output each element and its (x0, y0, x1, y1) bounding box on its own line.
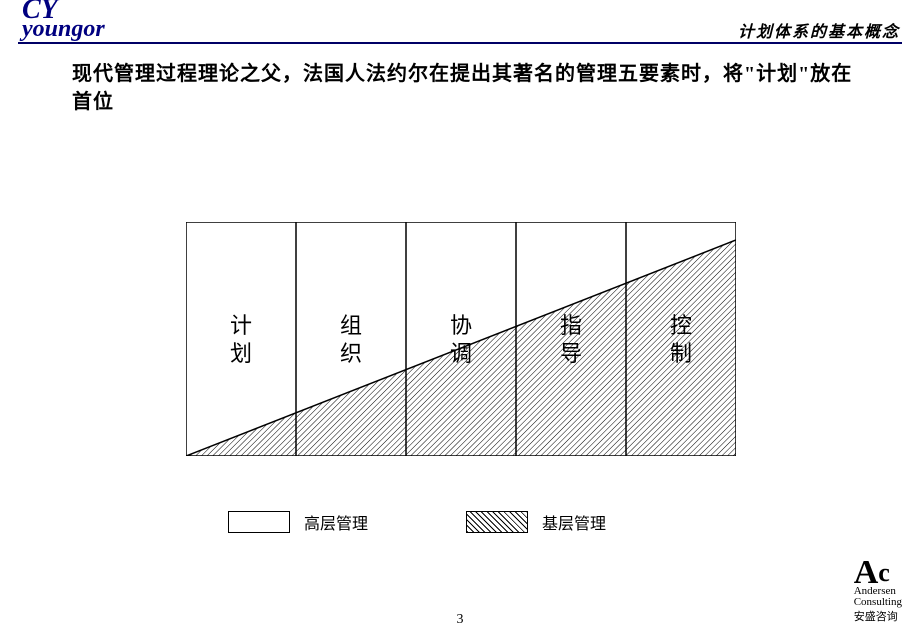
andersen-mark: Ac (854, 560, 902, 586)
andersen-logo: Ac Andersen Consulting 安盛咨询 (854, 560, 902, 624)
header-rule (18, 42, 902, 44)
youngor-logo: CY youngor (22, 0, 105, 38)
legend-label-upper: 高层管理 (304, 510, 368, 534)
legend-swatch-plain (228, 511, 290, 533)
logo-text: youngor (22, 20, 105, 38)
chart-legend: 高层管理 基层管理 (228, 510, 728, 550)
slide-page: CY youngor 计划体系的基本概念 现代管理过程理论之父，法国人法约尔在提… (0, 0, 920, 638)
slide-title: 现代管理过程理论之父，法国人法约尔在提出其著名的管理五要素时，将"计划"放在首位 (72, 60, 862, 116)
andersen-cn: 安盛咨询 (854, 608, 902, 624)
page-number: 3 (0, 612, 920, 628)
legend-item-upper: 高层管理 (228, 510, 368, 534)
legend-label-lower: 基层管理 (542, 510, 606, 534)
chart-col-label: 控制 (666, 312, 696, 368)
five-elements-chart: 计划 组织 协调 指导 控制 (186, 222, 736, 456)
legend-swatch-hatched (466, 511, 528, 533)
chart-col-label: 协调 (446, 312, 476, 368)
andersen-line2: Consulting (854, 597, 902, 608)
chart-col-label: 组织 (336, 312, 366, 368)
legend-item-lower: 基层管理 (466, 510, 606, 534)
header-category: 计划体系的基本概念 (738, 18, 900, 42)
chart-col-label: 计划 (226, 312, 256, 368)
chart-col-label: 指导 (556, 312, 586, 368)
